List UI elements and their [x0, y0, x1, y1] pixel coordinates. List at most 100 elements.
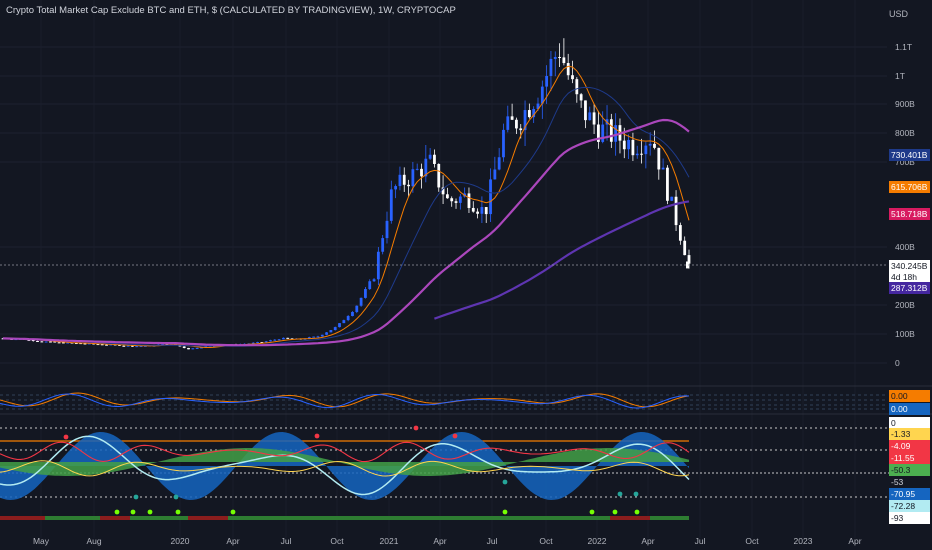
candle-body [31, 339, 35, 342]
candle-body [545, 75, 549, 87]
candle-body [661, 167, 665, 170]
candle-body [536, 103, 540, 109]
candle-body [165, 343, 169, 345]
candle-body [372, 279, 376, 282]
signal-strip [0, 516, 689, 520]
signal-dot [173, 494, 179, 500]
candle-body [49, 341, 52, 343]
indicator-tag: -72.28 [889, 500, 930, 512]
signal-strip-segment [0, 516, 45, 520]
candle-body [273, 339, 277, 341]
candle-body [122, 345, 126, 347]
candle-body [622, 140, 626, 150]
price-axis-label: 900B [895, 99, 915, 109]
candle-body [614, 125, 618, 142]
candle-body [139, 345, 143, 347]
currency-label: USD [889, 9, 909, 19]
candle-body [502, 129, 505, 158]
candle-body [277, 339, 281, 341]
price-axis-label: 200B [895, 300, 915, 310]
candle-body [79, 343, 83, 345]
candle-body [256, 342, 259, 344]
candle-body [385, 220, 389, 239]
candle-body [489, 179, 492, 215]
candle-body [540, 86, 544, 104]
candle-body [286, 337, 290, 339]
time-axis-label: Oct [330, 536, 344, 546]
candle-body [562, 57, 566, 64]
candle-body [36, 341, 39, 343]
candle-body [307, 337, 311, 339]
candle-body [523, 110, 527, 131]
candle-body [126, 345, 130, 347]
price-tag: 518.718B [889, 208, 930, 220]
oscillator-d-line [0, 393, 690, 409]
time-axis-label: Apr [433, 536, 446, 546]
signal-dot [633, 491, 639, 497]
candle-body [601, 124, 605, 142]
candle-body [497, 157, 501, 170]
candle-body [290, 338, 294, 340]
time-axis-label: 2020 [171, 536, 190, 546]
wave-yellow-line [0, 460, 690, 477]
candle-body [204, 346, 208, 348]
candle-body [364, 289, 367, 298]
candle-body [118, 344, 121, 346]
candle-body [415, 168, 419, 170]
candle-body [269, 340, 272, 342]
candle-body [484, 207, 488, 215]
price-axis-label: 800B [895, 128, 915, 138]
signal-dot [617, 491, 623, 497]
candle-body [264, 341, 268, 343]
candle-body [200, 347, 203, 349]
oscillator-k-line [0, 392, 690, 408]
candle-body [588, 112, 592, 121]
candle-body [420, 168, 423, 177]
indicator-tag: -93 [889, 512, 930, 524]
signal-green-dot [612, 509, 618, 515]
candle-body [657, 147, 661, 170]
candle-body [519, 128, 523, 131]
candle-body [398, 174, 402, 187]
candle-body [631, 139, 635, 156]
candle-body [670, 196, 674, 201]
wave-light-line [0, 435, 690, 496]
candle-body [609, 119, 613, 142]
candle-body [433, 154, 436, 164]
price-axis-label: 400B [895, 242, 915, 252]
candle-body [338, 323, 341, 328]
candle-body [359, 297, 363, 306]
candle-body [105, 344, 108, 346]
candle-body [342, 320, 346, 324]
signal-strip-segment [610, 516, 650, 520]
candle-body [424, 158, 428, 177]
candle-body [355, 305, 359, 312]
last-candle [686, 261, 689, 269]
candle-body [74, 343, 78, 345]
ma-blue-line [2, 86, 690, 347]
candle-body [627, 139, 630, 150]
candle-body [57, 342, 61, 344]
candle-body [678, 225, 682, 241]
wave-red-line [0, 441, 690, 463]
candle-body [687, 255, 691, 264]
candle-body [346, 316, 350, 321]
indicator-tag: -4.09 [889, 440, 930, 452]
price-axis-label: 700B [895, 157, 915, 167]
candle-body [182, 346, 186, 348]
candle-body [571, 75, 574, 80]
candle-body [66, 342, 70, 344]
candle-body [510, 116, 514, 120]
candle-body [381, 238, 385, 252]
price-axis-label: 1T [895, 71, 905, 81]
candle-body [312, 336, 316, 338]
candle-body [44, 341, 48, 343]
signal-dot [314, 433, 320, 439]
candle-body [402, 174, 406, 185]
signal-strip-segment [188, 516, 228, 520]
candle-body [566, 63, 570, 76]
price-axis-label: 0 [895, 358, 900, 368]
candle-body [187, 347, 190, 350]
candle-body [251, 342, 255, 344]
